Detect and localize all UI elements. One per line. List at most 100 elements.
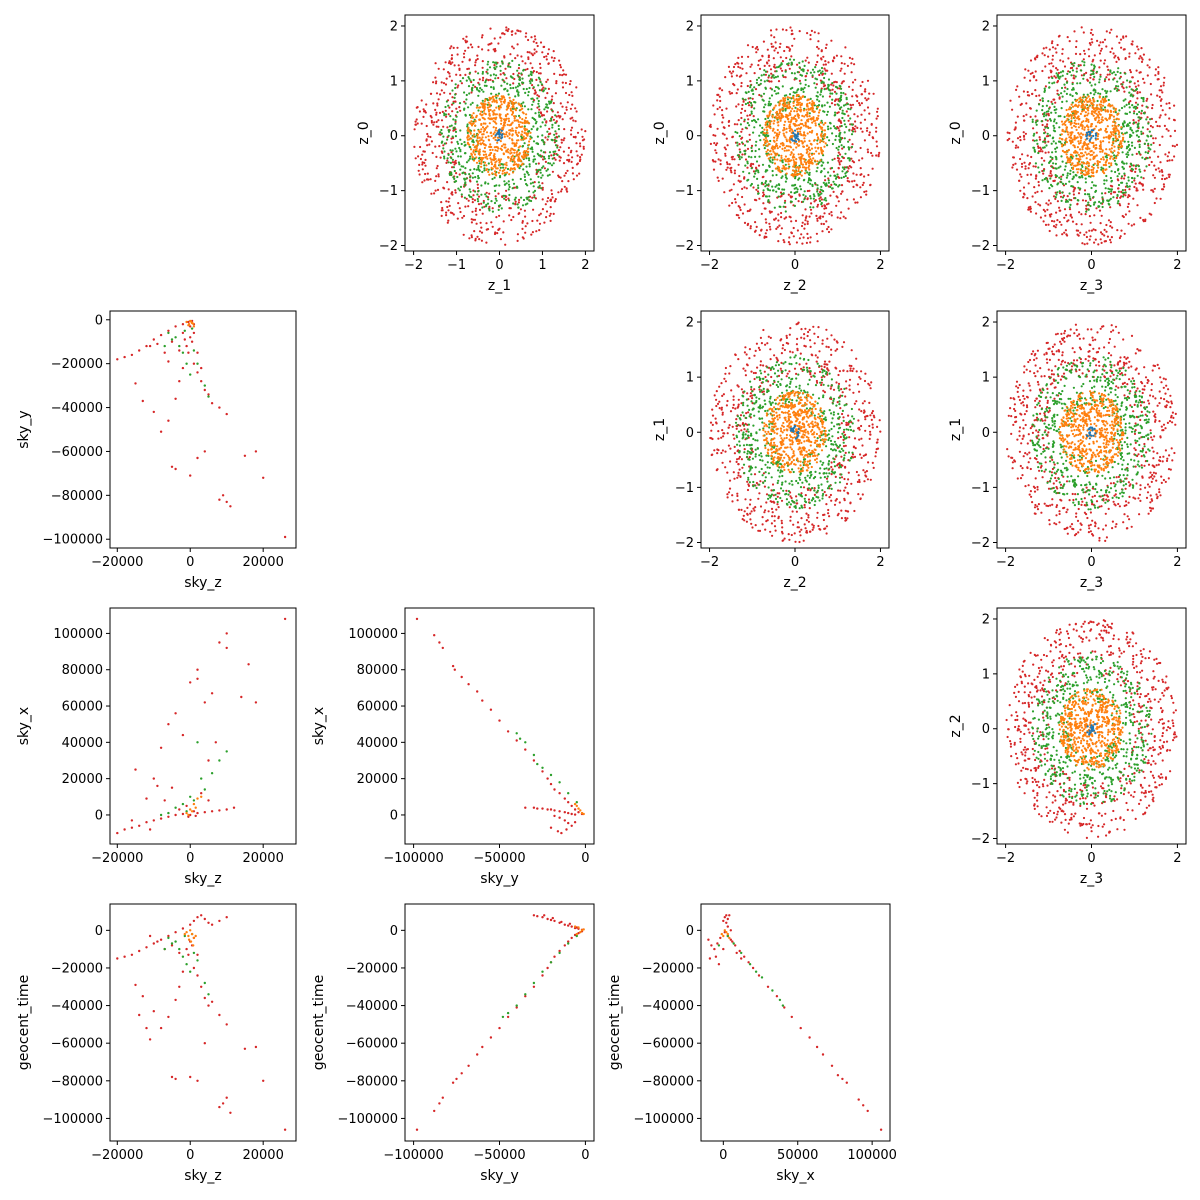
scatter-point bbox=[848, 165, 851, 168]
scatter-point bbox=[481, 34, 484, 37]
scatter-point bbox=[787, 145, 790, 148]
scatter-point bbox=[483, 146, 486, 150]
scatter-point bbox=[751, 119, 754, 122]
scatter-point bbox=[471, 172, 474, 175]
scatter-point bbox=[472, 194, 475, 197]
scatter-point bbox=[797, 200, 800, 203]
scatter-point bbox=[807, 85, 810, 88]
scatter-point bbox=[744, 98, 747, 101]
scatter-point bbox=[469, 176, 472, 179]
scatter-point bbox=[463, 100, 466, 103]
scatter-point bbox=[800, 174, 803, 177]
scatter-point bbox=[503, 33, 506, 36]
scatter-point bbox=[1040, 190, 1043, 193]
scatter-point bbox=[731, 158, 734, 161]
scatter-point bbox=[762, 189, 765, 192]
scatter-point bbox=[777, 121, 780, 124]
scatter-point bbox=[450, 141, 453, 144]
scatter-point bbox=[450, 156, 453, 160]
scatter-point bbox=[1080, 174, 1083, 177]
scatter-point bbox=[503, 73, 506, 76]
scatter-point bbox=[1128, 52, 1131, 55]
scatter-point bbox=[1075, 223, 1078, 226]
scatter-point bbox=[1144, 218, 1147, 221]
scatter-point bbox=[548, 127, 551, 130]
scatter-point bbox=[1012, 156, 1015, 159]
scatter-point bbox=[820, 148, 823, 151]
scatter-point bbox=[1122, 81, 1125, 84]
scatter-point bbox=[513, 198, 517, 201]
scatter-point bbox=[466, 131, 469, 134]
scatter-point bbox=[549, 162, 552, 165]
scatter-point bbox=[825, 182, 828, 185]
scatter-point bbox=[492, 126, 495, 129]
scatter-point bbox=[752, 115, 755, 118]
scatter-point bbox=[791, 32, 794, 36]
scatter-point bbox=[815, 232, 819, 235]
scatter-point bbox=[1040, 163, 1044, 166]
scatter-point bbox=[766, 48, 769, 51]
scatter-point bbox=[504, 166, 507, 169]
scatter-point bbox=[482, 90, 485, 93]
scatter-point bbox=[557, 135, 561, 138]
scatter-point bbox=[859, 84, 862, 87]
scatter-point bbox=[734, 63, 737, 66]
scatter-point bbox=[465, 197, 468, 200]
scatter-point bbox=[843, 168, 846, 171]
scatter-point bbox=[823, 76, 826, 80]
scatter-point bbox=[1070, 74, 1073, 77]
scatter-point bbox=[825, 220, 828, 223]
scatter-point bbox=[1129, 69, 1132, 72]
scatter-point bbox=[1137, 84, 1140, 87]
scatter-point bbox=[554, 158, 557, 161]
scatter-point bbox=[539, 41, 543, 44]
scatter-point bbox=[798, 194, 801, 197]
scatter-point bbox=[835, 135, 838, 138]
scatter-point bbox=[474, 146, 477, 149]
scatter-point bbox=[504, 146, 507, 149]
scatter-point bbox=[506, 135, 509, 138]
scatter-point bbox=[746, 84, 749, 88]
scatter-point bbox=[1091, 41, 1094, 44]
scatter-point bbox=[1157, 70, 1160, 74]
scatter-point bbox=[1041, 52, 1044, 55]
scatter-point bbox=[768, 195, 771, 198]
scatter-point bbox=[787, 157, 790, 160]
scatter-point bbox=[843, 123, 847, 126]
scatter-point bbox=[790, 232, 794, 235]
scatter-point bbox=[497, 158, 500, 161]
scatter-point bbox=[449, 92, 452, 95]
scatter-point bbox=[817, 40, 820, 43]
scatter-point bbox=[1047, 151, 1050, 154]
scatter-point bbox=[795, 77, 798, 80]
scatter-point bbox=[567, 154, 570, 157]
scatter-point bbox=[759, 139, 762, 142]
scatter-point bbox=[517, 82, 521, 85]
scatter-point bbox=[832, 125, 836, 128]
scatter-point bbox=[551, 126, 554, 129]
scatter-point bbox=[1120, 177, 1123, 180]
scatter-point bbox=[474, 124, 477, 127]
scatter-point bbox=[524, 215, 527, 218]
scatter-point bbox=[1168, 117, 1171, 120]
scatter-point bbox=[838, 84, 841, 87]
scatter-point bbox=[1158, 125, 1161, 128]
scatter-point bbox=[1106, 65, 1109, 68]
scatter-point bbox=[774, 167, 778, 170]
scatter-point bbox=[1125, 131, 1128, 134]
scatter-point bbox=[476, 197, 479, 201]
scatter-point bbox=[454, 135, 457, 138]
scatter-point bbox=[792, 131, 795, 135]
scatter-point bbox=[519, 121, 522, 124]
scatter-point bbox=[533, 194, 536, 197]
scatter-point bbox=[470, 196, 473, 199]
scatter-point bbox=[711, 159, 715, 162]
scatter-point bbox=[817, 70, 820, 73]
scatter-point bbox=[1156, 78, 1159, 81]
scatter-point bbox=[809, 195, 812, 198]
scatter-point bbox=[449, 47, 452, 50]
scatter-point bbox=[1075, 67, 1078, 70]
scatter-point bbox=[860, 102, 864, 105]
scatter-point bbox=[451, 149, 454, 152]
scatter-point bbox=[820, 164, 823, 167]
